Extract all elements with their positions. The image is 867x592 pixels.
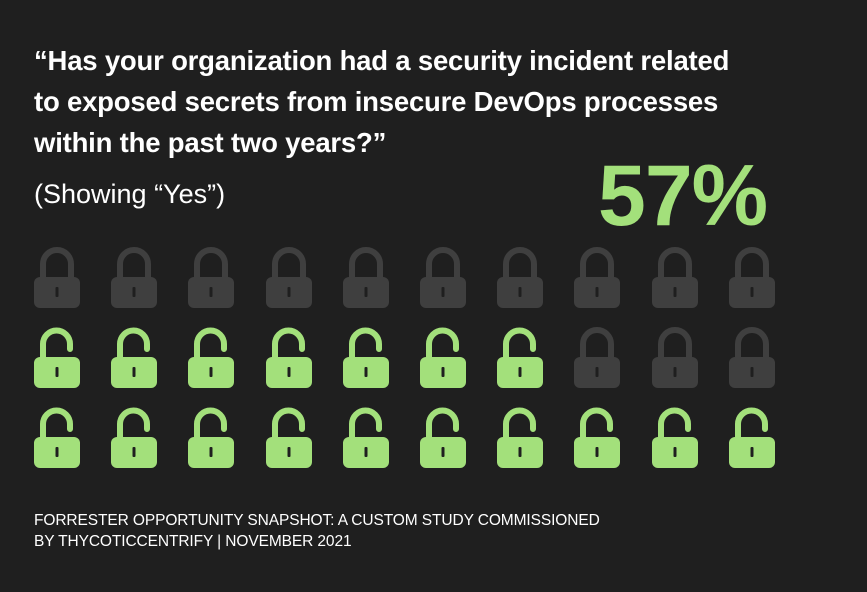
unlocked-padlock-icon (110, 327, 158, 389)
locked-padlock-icon (651, 247, 699, 309)
question-line-3: within the past two years?” (34, 127, 387, 158)
source-footnote: FORRESTER OPPORTUNITY SNAPSHOT: A CUSTOM… (34, 510, 600, 552)
locked-padlock-icon (728, 247, 776, 309)
locked-padlock-icon (342, 247, 390, 309)
unlocked-padlock-icon (265, 407, 313, 469)
unlocked-padlock-icon (573, 407, 621, 469)
unlocked-padlock-icon (187, 407, 235, 469)
headline-percentage: 57% (598, 148, 768, 244)
locked-padlock-icon (187, 247, 235, 309)
unlocked-padlock-icon (187, 327, 235, 389)
footnote-line-1: FORRESTER OPPORTUNITY SNAPSHOT: A CUSTOM… (34, 512, 600, 529)
unlocked-padlock-icon (110, 407, 158, 469)
padlock-pictogram-grid (33, 247, 833, 487)
locked-padlock-icon (573, 327, 621, 389)
unlocked-padlock-icon (33, 327, 81, 389)
unlocked-padlock-icon (496, 407, 544, 469)
unlocked-padlock-icon (496, 327, 544, 389)
footnote-line-2: BY THYCOTICCENTRIFY | NOVEMBER 2021 (34, 533, 352, 550)
locked-padlock-icon (573, 247, 621, 309)
unlocked-padlock-icon (651, 407, 699, 469)
unlocked-padlock-icon (419, 327, 467, 389)
survey-question: “Has your organization had a security in… (34, 40, 854, 163)
locked-padlock-icon (728, 327, 776, 389)
subtitle-showing-yes: (Showing “Yes”) (34, 179, 226, 209)
locked-padlock-icon (33, 247, 81, 309)
unlocked-padlock-icon (33, 407, 81, 469)
unlocked-padlock-icon (265, 327, 313, 389)
locked-padlock-icon (496, 247, 544, 309)
question-line-2: to exposed secrets from insecure DevOps … (34, 86, 719, 117)
unlocked-padlock-icon (419, 407, 467, 469)
question-line-1: “Has your organization had a security in… (34, 45, 730, 76)
locked-padlock-icon (419, 247, 467, 309)
locked-padlock-icon (651, 327, 699, 389)
unlocked-padlock-icon (728, 407, 776, 469)
locked-padlock-icon (265, 247, 313, 309)
unlocked-padlock-icon (342, 327, 390, 389)
unlocked-padlock-icon (342, 407, 390, 469)
locked-padlock-icon (110, 247, 158, 309)
